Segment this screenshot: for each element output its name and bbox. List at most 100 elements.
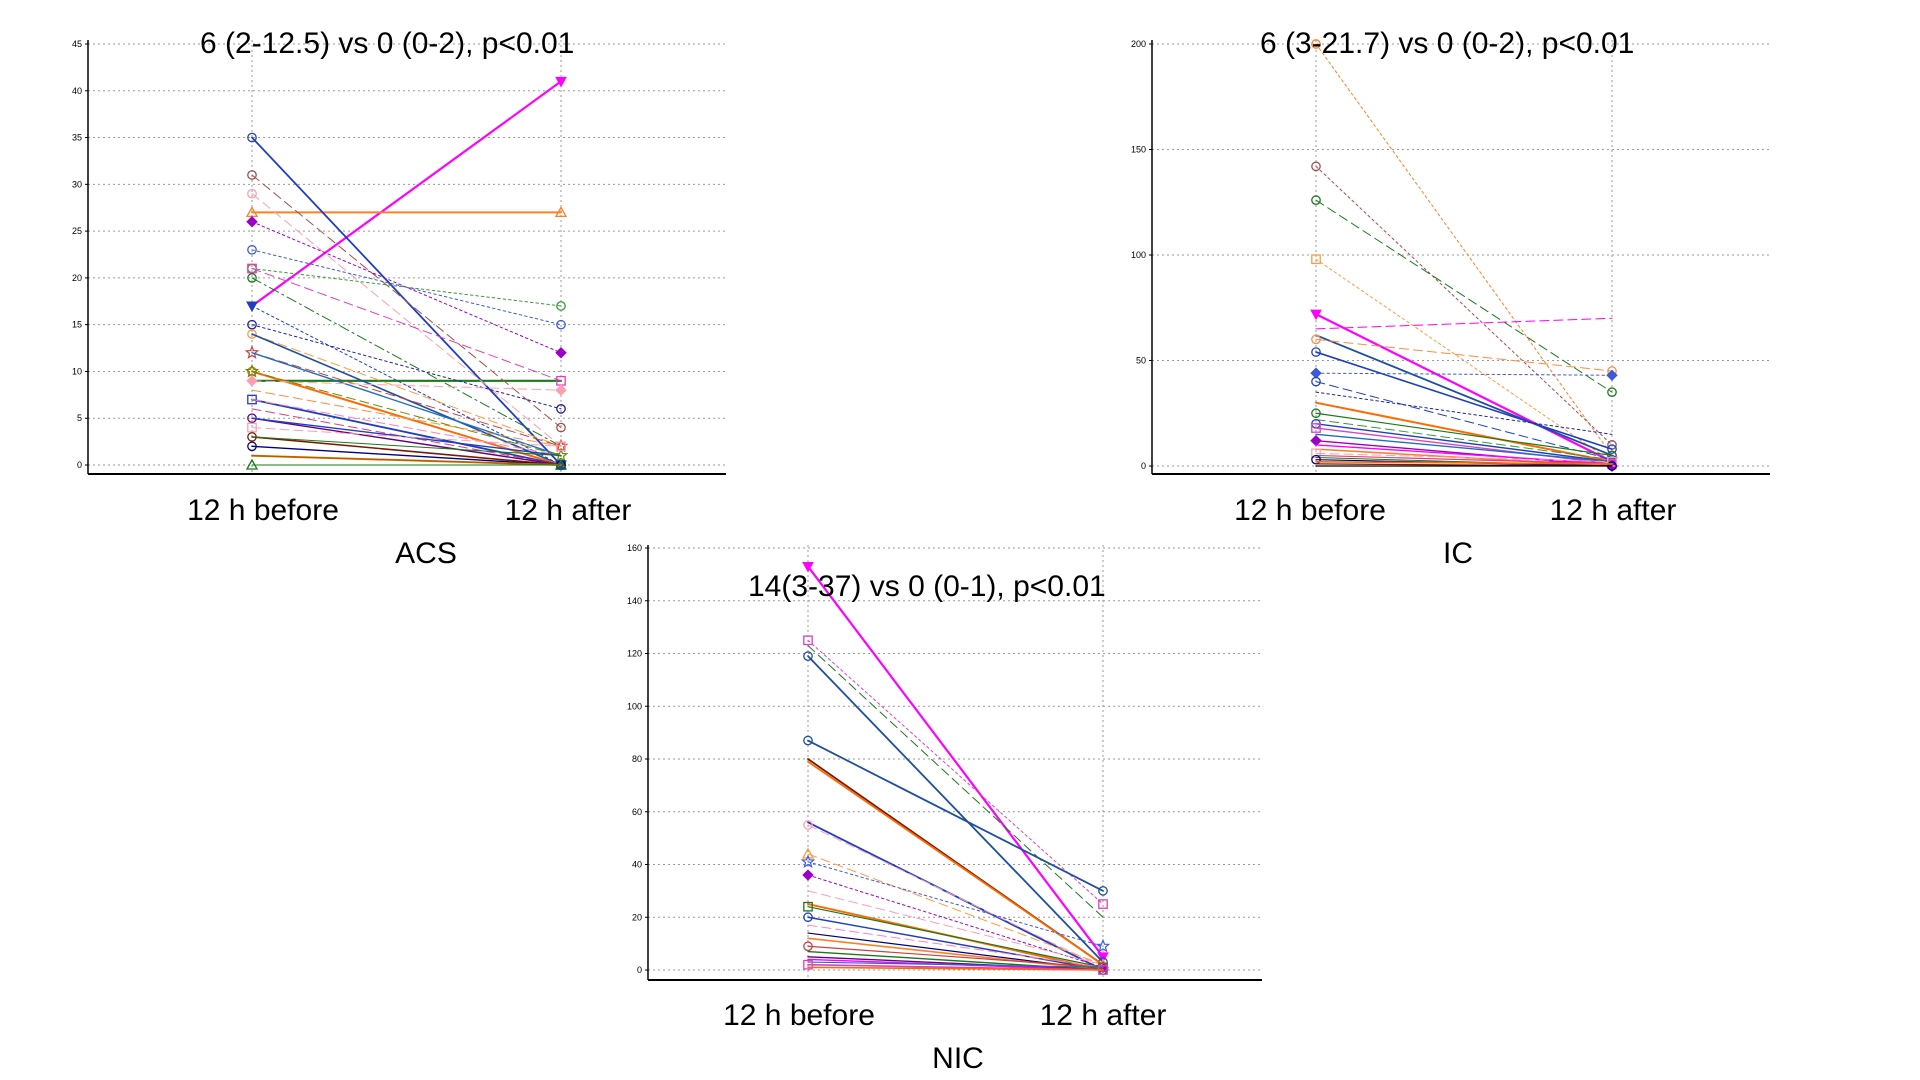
nic-axes <box>645 545 1262 981</box>
ic-series-9-point-after <box>1606 369 1618 381</box>
nic-series-4 <box>803 735 1108 896</box>
nic-series-19-line <box>807 945 1104 968</box>
acs-series-5-point-before <box>247 188 257 199</box>
acs-series-7-line <box>251 249 562 326</box>
acs-series-4 <box>247 170 566 433</box>
nic-series-25-line <box>807 966 1104 971</box>
acs-x-tick-label-before: 12 h before <box>187 494 339 527</box>
ic-y-tick-label-0: 0 <box>1141 461 1146 471</box>
acs-y-tick-label-2: 10 <box>72 366 82 376</box>
ic-series-8-line <box>1315 351 1613 450</box>
ic-series-11 <box>1315 391 1613 435</box>
ic-series-8-point-before <box>1311 347 1321 357</box>
nic-series-6-line <box>807 760 1104 966</box>
nic-series-15-point-before <box>803 912 813 923</box>
acs-series-26 <box>247 422 566 452</box>
nic-series-19-point-before <box>803 941 813 952</box>
acs-series-18 <box>244 363 569 462</box>
acs-series-21-point-before <box>247 394 257 405</box>
acs-x-tick-label-after: 12 h after <box>505 494 632 527</box>
acs-series-7 <box>247 244 566 330</box>
acs-y-tick-label-8: 40 <box>72 86 82 96</box>
ic-series-6 <box>1315 334 1613 457</box>
nic-series-group <box>800 561 1111 975</box>
acs-series-18-line <box>251 370 562 457</box>
ic-series-5-line <box>1315 317 1613 330</box>
nic-series-4-point-before <box>803 735 813 746</box>
ic-y-tick-labels: 0 50 100 150 200 <box>1131 39 1146 471</box>
nic-x-tick-label-before: 12 h before <box>723 999 875 1032</box>
acs-y-tick-label-0: 0 <box>77 460 82 470</box>
ic-x-axis-label: IC <box>1443 537 1473 570</box>
acs-series-15-line <box>251 352 562 447</box>
nic-x-axis-label: NIC <box>932 1042 984 1075</box>
acs-series-7-point-after <box>556 319 566 330</box>
acs-series-19-line <box>251 380 562 391</box>
acs-series-29-point-before <box>247 441 257 452</box>
ic-x-tick-label-after: 12 h after <box>1550 494 1677 527</box>
acs-series-1-point-after <box>554 206 568 218</box>
nic-series-11-line <box>807 874 1104 968</box>
acs-series-13-point-before <box>247 329 257 339</box>
ic-series-8 <box>1311 347 1617 454</box>
nic-series-8-line <box>807 824 1104 968</box>
ic-series-17 <box>1315 433 1613 463</box>
nic-series-16-line <box>807 924 1104 968</box>
acs-series-32 <box>245 458 568 470</box>
acs-series-8-line <box>251 268 562 307</box>
acs-series-12-point-before <box>247 319 257 330</box>
ic-series-10-point-before <box>1311 376 1321 387</box>
nic-series-16 <box>807 924 1104 968</box>
nic-series-18 <box>807 937 1104 971</box>
ic-series-25 <box>1315 460 1613 465</box>
ic-series-9 <box>1310 367 1618 381</box>
nic-chart-title: 14(3-37) vs 0 (0-1), p<0.01 <box>748 570 1106 603</box>
acs-series-0-point-after <box>555 76 567 88</box>
ic-series-4-line <box>1314 312 1614 463</box>
nic-series-2 <box>807 645 1104 918</box>
ic-series-13-point-before <box>1311 408 1321 419</box>
nic-series-3-line <box>807 655 1104 963</box>
nic-series-23 <box>807 961 1104 968</box>
acs-y-tick-label-4: 20 <box>72 273 82 283</box>
acs-series-9-line <box>251 268 562 382</box>
acs-series-5-line <box>251 193 562 447</box>
acs-x-axis-label: ACS <box>395 537 457 570</box>
ic-axes <box>1149 40 1770 475</box>
ic-series-12-line <box>1315 401 1613 463</box>
ic-series-13 <box>1311 408 1617 461</box>
ic-series-0-line <box>1315 43 1613 456</box>
acs-series-18-point-before <box>244 363 260 378</box>
ic-series-10-line <box>1315 381 1613 461</box>
acs-series-11-line <box>251 305 562 466</box>
acs-series-10-point-before <box>247 273 257 283</box>
ic-series-2 <box>1311 195 1617 397</box>
ic-series-17-line <box>1315 433 1613 463</box>
nic-y-tick-label-5: 100 <box>627 701 642 711</box>
nic-series-4-line <box>807 739 1104 892</box>
ic-series-group <box>1310 39 1618 472</box>
nic-series-24-point-before <box>803 959 813 970</box>
acs-series-group <box>244 76 569 472</box>
nic-y-tick-label-2: 40 <box>632 860 642 870</box>
ic-series-4-point-before <box>1310 309 1322 321</box>
acs-series-20-line <box>251 389 562 447</box>
ic-series-8-point-after <box>1607 444 1617 454</box>
acs-series-12-line <box>251 324 562 410</box>
acs-series-31 <box>251 455 562 466</box>
acs-series-19-point-before <box>246 375 258 387</box>
acs-series-13-line <box>251 333 562 447</box>
nic-series-1-point-before <box>803 635 813 646</box>
ic-series-7-point-before <box>1311 334 1321 345</box>
ic-series-2-line <box>1315 199 1613 393</box>
acs-series-16-line <box>251 352 562 457</box>
acs-y-tick-label-9: 45 <box>72 39 82 49</box>
acs-series-28-line <box>251 436 562 457</box>
acs-series-32-point-before <box>245 458 259 470</box>
acs-series-11-point-before <box>246 301 258 312</box>
acs-y-tick-label-7: 35 <box>72 133 82 143</box>
ic-series-2-point-before <box>1311 195 1321 205</box>
acs-series-10-line <box>251 277 562 447</box>
ic-series-0-point-before <box>1311 39 1321 49</box>
